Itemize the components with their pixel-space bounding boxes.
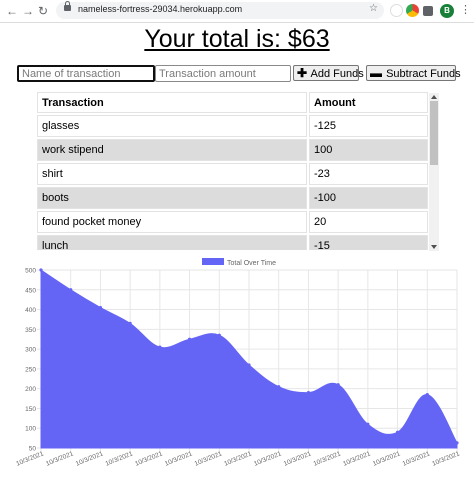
x-tick-label: 10/3/2021: [194, 450, 224, 467]
bookmark-star-icon[interactable]: ☆: [369, 3, 378, 14]
x-tick-label: 10/3/2021: [283, 450, 313, 467]
data-point[interactable]: [247, 363, 251, 367]
reload-icon[interactable]: ↻: [38, 4, 49, 18]
transaction-name-cell: lunch: [37, 235, 307, 250]
data-point[interactable]: [366, 422, 370, 426]
extension-icon[interactable]: [390, 4, 403, 17]
y-axis-ticks: 50 100 150 200 250 300 350 400 450 500: [25, 268, 36, 453]
data-point[interactable]: [187, 337, 192, 341]
x-tick-label: 10/3/2021: [164, 450, 194, 467]
url-text: nameless-fortress-29034.herokuapp.com: [78, 4, 243, 14]
x-axis-ticks: 10/3/2021 10/3/2021 10/3/2021 10/3/2021 10/3…: [15, 450, 461, 467]
data-point[interactable]: [306, 391, 311, 395]
x-tick-label: 10/3/2021: [402, 450, 432, 467]
transactions-table-container[interactable]: Transaction Amount glasses -125 work sti…: [35, 90, 439, 250]
legend-label[interactable]: Total Over Time: [227, 260, 276, 267]
data-point[interactable]: [158, 345, 162, 349]
transactions-table: Transaction Amount glasses -125 work sti…: [35, 90, 430, 250]
transaction-amount-cell: -100: [309, 187, 428, 209]
chrome-extension-icon[interactable]: [406, 4, 419, 17]
forward-icon[interactable]: →: [22, 4, 34, 18]
data-point[interactable]: [425, 393, 429, 397]
data-point[interactable]: [39, 268, 43, 272]
subtract-funds-label: Subtract Funds: [386, 68, 461, 80]
table-row: work stipend 100: [37, 139, 428, 161]
y-tick-label: 200: [25, 386, 36, 393]
transaction-amount-input[interactable]: [155, 65, 291, 82]
address-bar[interactable]: nameless-fortress-29034.herokuapp.com ☆: [56, 1, 384, 19]
transaction-amount-cell: -125: [309, 115, 428, 137]
transaction-amount-cell: 100: [309, 139, 428, 161]
add-funds-label: Add Funds: [310, 68, 364, 80]
transaction-name-cell: work stipend: [37, 139, 307, 161]
browser-toolbar: ← → ↻ nameless-fortress-29034.herokuapp.…: [0, 0, 474, 23]
data-point[interactable]: [336, 383, 340, 387]
transaction-name-cell: glasses: [37, 115, 307, 137]
table-header-row: Transaction Amount: [37, 92, 428, 113]
transaction-amount-cell: 20: [309, 211, 428, 233]
table-row: glasses -125: [37, 115, 428, 137]
lock-icon[interactable]: [64, 1, 71, 11]
table-row: lunch -15: [37, 235, 428, 250]
x-tick-label: 10/3/2021: [223, 450, 253, 467]
x-tick-label: 10/3/2021: [312, 450, 342, 467]
add-funds-button[interactable]: ✚ Add Funds: [293, 65, 364, 81]
y-tick-label: 450: [25, 287, 36, 294]
data-point[interactable]: [395, 430, 400, 434]
scroll-down-arrow-icon[interactable]: [431, 245, 437, 249]
chart-points: [39, 268, 459, 445]
x-tick-label: 10/3/2021: [104, 450, 134, 467]
transaction-amount-cell: -23: [309, 163, 428, 185]
y-tick-label: 500: [25, 268, 36, 275]
scroll-thumb[interactable]: [430, 101, 438, 165]
data-point[interactable]: [455, 441, 459, 445]
transaction-name-cell: found pocket money: [37, 211, 307, 233]
x-tick-label: 10/3/2021: [431, 450, 461, 467]
transaction-name-cell: boots: [37, 187, 307, 209]
y-tick-label: 400: [25, 307, 36, 314]
x-tick-label: 10/3/2021: [134, 450, 164, 467]
data-point[interactable]: [69, 288, 73, 292]
data-point[interactable]: [277, 385, 281, 389]
profile-avatar[interactable]: B: [440, 4, 454, 18]
x-tick-label: 10/3/2021: [372, 450, 402, 467]
y-tick-label: 350: [25, 327, 36, 334]
data-point[interactable]: [128, 321, 132, 325]
transaction-name-input[interactable]: [17, 65, 155, 82]
y-tick-label: 300: [25, 347, 36, 354]
data-point[interactable]: [98, 305, 103, 310]
table-scrollbar[interactable]: [429, 93, 439, 251]
x-tick-label: 10/3/2021: [45, 450, 75, 467]
transaction-amount-cell: -15: [309, 235, 428, 250]
y-tick-label: 250: [25, 366, 36, 373]
column-header-amount: Amount: [309, 92, 428, 113]
table-row: found pocket money 20: [37, 211, 428, 233]
minus-icon: ▬: [370, 66, 382, 80]
x-tick-label: 10/3/2021: [342, 450, 372, 467]
back-icon[interactable]: ←: [6, 4, 18, 18]
legend-swatch[interactable]: [202, 258, 224, 265]
browser-menu-icon[interactable]: ⋮: [460, 4, 471, 16]
y-tick-label: 50: [29, 446, 37, 453]
y-tick-label: 150: [25, 406, 36, 413]
data-point[interactable]: [217, 333, 221, 337]
y-tick-label: 100: [25, 426, 36, 433]
x-tick-label: 10/3/2021: [15, 450, 45, 467]
plus-icon: ✚: [297, 66, 308, 80]
table-row: boots -100: [37, 187, 428, 209]
column-header-transaction: Transaction: [37, 92, 307, 113]
x-tick-label: 10/3/2021: [253, 450, 283, 467]
puzzle-extensions-icon[interactable]: [423, 6, 433, 16]
table-row: shirt -23: [37, 163, 428, 185]
total-heading: Your total is: $63: [144, 25, 330, 53]
transaction-name-cell: shirt: [37, 163, 307, 185]
x-tick-label: 10/3/2021: [75, 450, 105, 467]
subtract-funds-button[interactable]: ▬ Subtract Funds: [366, 65, 461, 81]
scroll-up-arrow-icon[interactable]: [431, 95, 437, 99]
